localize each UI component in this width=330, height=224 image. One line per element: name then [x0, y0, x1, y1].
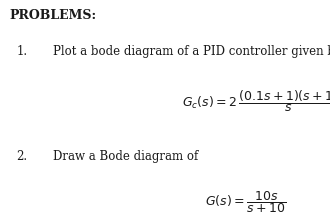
Text: PROBLEMS:: PROBLEMS:	[10, 9, 97, 22]
Text: 2.: 2.	[16, 150, 28, 163]
Text: $G_c(s) = 2\,\dfrac{(0.1s+1)(s+1)}{s}$: $G_c(s) = 2\,\dfrac{(0.1s+1)(s+1)}{s}$	[182, 88, 330, 114]
Text: $G(s) = \dfrac{10s}{s+10}$: $G(s) = \dfrac{10s}{s+10}$	[205, 189, 286, 215]
Text: 1.: 1.	[16, 45, 28, 58]
Text: Draw a Bode diagram of: Draw a Bode diagram of	[53, 150, 198, 163]
Text: Plot a bode diagram of a PID controller given by: Plot a bode diagram of a PID controller …	[53, 45, 330, 58]
